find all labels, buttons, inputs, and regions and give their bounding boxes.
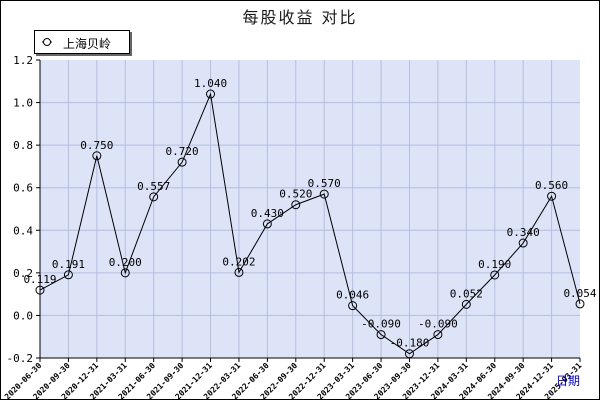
data-label: 0.054: [563, 287, 596, 300]
data-point: [120, 268, 130, 278]
data-label: 0.052: [450, 287, 483, 300]
data-point: [490, 270, 500, 280]
y-tick-label: 1.2: [13, 54, 33, 67]
data-point: [63, 270, 73, 280]
y-tick-label: 0.0: [13, 309, 33, 322]
data-label: 0.119: [23, 273, 56, 286]
chart-title: 每股收益 对比: [242, 8, 358, 27]
data-point: [348, 301, 358, 311]
data-point: [262, 219, 272, 229]
plot-area: [40, 60, 580, 358]
data-label: 0.340: [507, 226, 540, 239]
y-tick-label: 1.0: [13, 97, 33, 110]
data-label: 1.040: [194, 77, 227, 90]
data-label: 0.520: [279, 188, 312, 201]
y-axis-ticks: 1.2 1.0 0.8 0.6 0.4 0.2 0.0 -0.2: [7, 54, 40, 365]
data-label: 0.046: [336, 289, 369, 302]
data-point: [149, 192, 159, 202]
axes: [39, 60, 580, 359]
data-label: -0.180: [390, 337, 430, 350]
data-point: [376, 330, 386, 340]
y-tick-label: -0.2: [7, 352, 34, 365]
data-label: 0.560: [535, 179, 568, 192]
data-label: 0.202: [222, 255, 255, 268]
data-point: [291, 200, 301, 210]
data-label: 0.750: [80, 139, 113, 152]
x-axis-title: 日期: [556, 374, 581, 388]
y-tick-label: 0.4: [13, 224, 33, 237]
data-label: 0.557: [137, 180, 170, 193]
y-tick-label: 0.6: [13, 182, 33, 195]
series-line-layer: [39, 92, 581, 355]
data-point: [35, 285, 45, 295]
data-point: [92, 151, 102, 161]
data-label: 0.720: [166, 145, 199, 158]
y-tick-label: 0.8: [13, 139, 33, 152]
data-point: [518, 238, 528, 248]
data-point: [547, 191, 557, 201]
legend-label: 上海贝岭: [63, 37, 112, 51]
data-label: 0.200: [109, 256, 142, 269]
data-points: [35, 89, 585, 359]
data-label: 0.191: [52, 258, 85, 271]
data-label: 0.570: [308, 177, 341, 190]
x-axis-ticks: 2020-06-302020-09-302020-12-312021-03-31…: [3, 358, 584, 400]
data-label: -0.090: [418, 318, 458, 331]
data-label: -0.090: [361, 318, 401, 331]
y-tick-label: 0.2: [13, 267, 33, 280]
series-line: [39, 92, 581, 355]
data-point: [404, 349, 414, 359]
data-label: 0.430: [251, 207, 284, 220]
data-point: [461, 299, 471, 309]
data-point: [319, 189, 329, 199]
data-point: [433, 330, 443, 340]
legend-marker-icon: [42, 38, 52, 46]
data-point: [177, 157, 187, 167]
data-labels: 0.119 0.191 0.750 0.200 0.557 0.720 1.040 0.202…: [23, 77, 596, 350]
data-point: [206, 89, 216, 99]
legend: 上海贝岭: [34, 30, 130, 54]
data-point: [575, 299, 585, 309]
data-point: [234, 267, 244, 277]
data-label: 0.190: [478, 258, 511, 271]
